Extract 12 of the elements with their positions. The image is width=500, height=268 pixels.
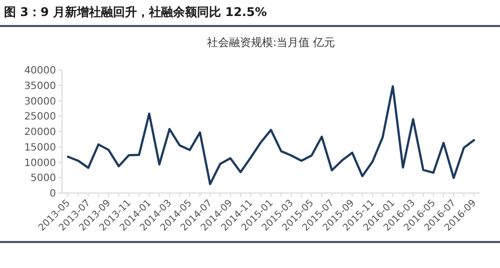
chart-title: 图 3：9 月新增社融回升，社融余额同比 12.5% bbox=[4, 5, 267, 19]
y-tick-label: 0 bbox=[50, 188, 56, 200]
y-tick-label: 30000 bbox=[24, 96, 56, 108]
y-tick-label: 25000 bbox=[24, 112, 56, 123]
y-tick-label: 35000 bbox=[24, 80, 56, 92]
chart-subtitle: 社会融资规模:当月值 亿元 bbox=[206, 36, 336, 49]
line-series bbox=[66, 85, 476, 186]
y-tick-label: 15000 bbox=[24, 142, 56, 154]
y-tick-label: 5000 bbox=[30, 173, 56, 184]
y-tick-label: 10000 bbox=[24, 158, 56, 169]
y-tick-label: 20000 bbox=[24, 127, 56, 138]
y-tick-label: 40000 bbox=[24, 66, 56, 76]
